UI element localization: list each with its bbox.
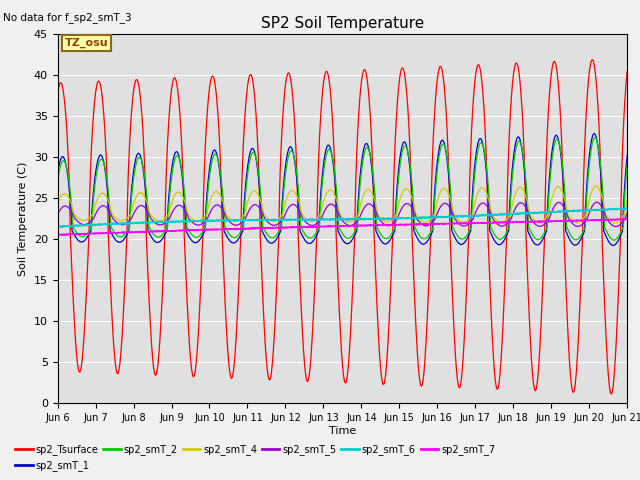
X-axis label: Time: Time: [329, 426, 356, 436]
sp2_smT_1: [508, 170, 516, 176]
sp2_smT_4: [573, 220, 580, 226]
sp2_smT_1: [573, 242, 580, 248]
sp2_smT_1: [212, 150, 220, 156]
sp2_smT_5: [593, 199, 601, 205]
sp2_smT_2: [212, 152, 220, 158]
Title: SP2 Soil Temperature: SP2 Soil Temperature: [260, 16, 424, 31]
sp2_Tsurface: [508, 87, 516, 93]
sp2_smT_6: [359, 216, 367, 222]
sp2_smT_5: [371, 207, 379, 213]
sp2_smT_4: [508, 204, 516, 209]
sp2_Tsurface: [589, 58, 596, 63]
Y-axis label: Soil Temperature (C): Soil Temperature (C): [18, 161, 28, 276]
sp2_smT_2: [573, 237, 580, 242]
sp2_smT_5: [612, 224, 620, 229]
sp2_Tsurface: [589, 57, 596, 63]
sp2_smT_1: [590, 131, 598, 136]
sp2_smT_6: [508, 211, 516, 216]
sp2_smT_4: [212, 189, 220, 194]
sp2_smT_7: [573, 218, 580, 224]
sp2_smT_5: [359, 207, 367, 213]
sp2_smT_2: [623, 161, 631, 167]
Legend: sp2_Tsurface, sp2_smT_1, sp2_smT_2, sp2_smT_4, sp2_smT_5, sp2_smT_6, sp2_smT_7: sp2_Tsurface, sp2_smT_1, sp2_smT_2, sp2_…: [12, 441, 499, 475]
sp2_smT_1: [623, 152, 631, 158]
sp2_smT_7: [54, 232, 61, 238]
sp2_Tsurface: [623, 69, 631, 74]
sp2_smT_7: [623, 216, 630, 222]
sp2_smT_1: [54, 171, 61, 177]
sp2_smT_2: [610, 237, 618, 243]
Line: sp2_smT_1: sp2_smT_1: [58, 133, 627, 245]
sp2_smT_5: [623, 210, 631, 216]
sp2_smT_1: [359, 151, 367, 156]
sp2_Tsurface: [54, 91, 61, 97]
Text: No data for f_sp2_smT_3: No data for f_sp2_smT_3: [3, 12, 132, 23]
Line: sp2_smT_6: sp2_smT_6: [58, 208, 627, 227]
sp2_smT_7: [508, 220, 516, 226]
sp2_smT_2: [359, 158, 367, 164]
Line: sp2_Tsurface: sp2_Tsurface: [58, 60, 627, 394]
sp2_Tsurface: [607, 391, 615, 397]
sp2_smT_7: [623, 216, 631, 222]
sp2_smT_6: [54, 224, 61, 229]
sp2_smT_2: [371, 196, 379, 202]
sp2_smT_4: [589, 187, 596, 192]
sp2_smT_5: [573, 223, 580, 229]
sp2_smT_1: [609, 242, 617, 248]
sp2_smT_6: [573, 207, 581, 213]
Line: sp2_smT_2: sp2_smT_2: [58, 138, 627, 240]
sp2_smT_5: [54, 211, 61, 217]
sp2_Tsurface: [212, 93, 220, 98]
sp2_smT_6: [372, 216, 380, 222]
sp2_Tsurface: [573, 363, 580, 369]
Text: TZ_osu: TZ_osu: [65, 38, 108, 48]
sp2_smT_5: [589, 203, 596, 208]
sp2_smT_1: [589, 133, 596, 139]
sp2_smT_4: [592, 183, 600, 189]
sp2_smT_6: [623, 205, 631, 211]
sp2_smT_7: [371, 223, 379, 228]
sp2_smT_2: [508, 180, 516, 185]
sp2_smT_4: [623, 197, 631, 203]
sp2_smT_4: [54, 201, 61, 207]
sp2_smT_1: [371, 211, 379, 217]
sp2_smT_2: [54, 179, 61, 184]
sp2_smT_6: [621, 205, 629, 211]
sp2_smT_2: [589, 139, 596, 145]
sp2_smT_4: [371, 199, 379, 205]
sp2_smT_6: [213, 217, 221, 223]
sp2_smT_7: [589, 217, 596, 223]
sp2_smT_5: [508, 214, 516, 219]
sp2_smT_7: [359, 223, 367, 228]
Line: sp2_smT_7: sp2_smT_7: [58, 219, 627, 235]
Line: sp2_smT_4: sp2_smT_4: [58, 186, 627, 223]
sp2_smT_6: [589, 207, 596, 213]
sp2_smT_4: [359, 194, 367, 200]
sp2_Tsurface: [359, 70, 367, 76]
sp2_Tsurface: [371, 261, 379, 267]
sp2_smT_5: [212, 202, 220, 208]
Line: sp2_smT_5: sp2_smT_5: [58, 202, 627, 227]
sp2_smT_2: [591, 135, 599, 141]
sp2_smT_4: [611, 220, 619, 226]
sp2_smT_6: [57, 224, 65, 230]
sp2_smT_7: [212, 227, 220, 232]
